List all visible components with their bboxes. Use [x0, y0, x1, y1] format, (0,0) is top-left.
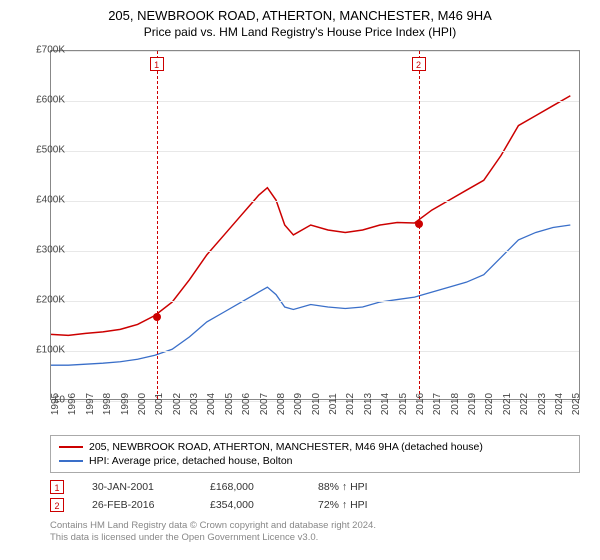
gridline [51, 351, 579, 352]
x-axis-label: 2003 [189, 393, 200, 415]
x-axis-label: 1995 [50, 393, 61, 415]
legend-item: 205, NEWBROOK ROAD, ATHERTON, MANCHESTER… [59, 440, 571, 454]
x-axis-label: 2001 [154, 393, 165, 415]
legend-item: HPI: Average price, detached house, Bolt… [59, 454, 571, 468]
x-axis-label: 1998 [102, 393, 113, 415]
x-axis-label: 2013 [363, 393, 374, 415]
x-axis-label: 2024 [554, 393, 565, 415]
y-axis-label: £200K [36, 295, 65, 306]
footer-line-1: Contains HM Land Registry data © Crown c… [50, 520, 376, 532]
y-axis-label: £300K [36, 245, 65, 256]
footer-line-2: This data is licensed under the Open Gov… [50, 532, 376, 544]
y-axis-label: £500K [36, 145, 65, 156]
chart-svg [51, 51, 579, 399]
page-subtitle: Price paid vs. HM Land Registry's House … [0, 23, 600, 39]
legend-swatch [59, 446, 83, 448]
sale-row: 1 30-JAN-2001 £168,000 88% ↑ HPI [50, 478, 408, 496]
sale-row: 2 26-FEB-2016 £354,000 72% ↑ HPI [50, 496, 408, 514]
x-axis-label: 2025 [571, 393, 582, 415]
sale-row-pct: 88% ↑ HPI [318, 481, 408, 493]
y-axis-label: £600K [36, 95, 65, 106]
y-axis-label: £700K [36, 45, 65, 56]
series-line-price_paid [51, 96, 570, 336]
y-axis-label: £400K [36, 195, 65, 206]
sale-row-date: 30-JAN-2001 [92, 481, 182, 493]
x-axis-label: 1999 [120, 393, 131, 415]
x-axis-label: 2007 [259, 393, 270, 415]
sale-row-badge: 2 [50, 498, 64, 512]
x-axis-label: 2009 [293, 393, 304, 415]
sale-marker-dot [153, 313, 161, 321]
sale-marker-dot [415, 220, 423, 228]
x-axis-label: 2002 [172, 393, 183, 415]
sale-marker-line [157, 51, 158, 399]
x-axis-label: 2022 [519, 393, 530, 415]
sale-row-date: 26-FEB-2016 [92, 499, 182, 511]
gridline [51, 201, 579, 202]
gridline [51, 151, 579, 152]
x-axis-label: 2020 [484, 393, 495, 415]
x-axis-label: 2015 [398, 393, 409, 415]
gridline [51, 51, 579, 52]
gridline [51, 301, 579, 302]
sale-row-price: £354,000 [210, 499, 290, 511]
x-axis-label: 2004 [206, 393, 217, 415]
x-axis-label: 2008 [276, 393, 287, 415]
y-axis-label: £100K [36, 345, 65, 356]
page-title: 205, NEWBROOK ROAD, ATHERTON, MANCHESTER… [0, 0, 600, 23]
x-axis-label: 2018 [450, 393, 461, 415]
x-axis-label: 2019 [467, 393, 478, 415]
series-line-hpi [51, 225, 570, 365]
x-axis-label: 1996 [67, 393, 78, 415]
x-axis-label: 2023 [537, 393, 548, 415]
x-axis-label: 2021 [502, 393, 513, 415]
x-axis-label: 2000 [137, 393, 148, 415]
chart-container: 205, NEWBROOK ROAD, ATHERTON, MANCHESTER… [0, 0, 600, 560]
x-axis-label: 2017 [432, 393, 443, 415]
legend-box: 205, NEWBROOK ROAD, ATHERTON, MANCHESTER… [50, 435, 580, 473]
chart-plot-area: 12 [50, 50, 580, 400]
sale-row-pct: 72% ↑ HPI [318, 499, 408, 511]
sale-row-price: £168,000 [210, 481, 290, 493]
x-axis-label: 2006 [241, 393, 252, 415]
x-axis-label: 2010 [311, 393, 322, 415]
x-axis-label: 2011 [328, 393, 339, 415]
gridline [51, 101, 579, 102]
x-axis-label: 2005 [224, 393, 235, 415]
sale-marker-badge: 1 [150, 57, 164, 71]
gridline [51, 251, 579, 252]
sales-table: 1 30-JAN-2001 £168,000 88% ↑ HPI 2 26-FEB-201… [50, 478, 408, 514]
sale-marker-badge: 2 [412, 57, 426, 71]
legend-label: HPI: Average price, detached house, Bolt… [89, 455, 293, 467]
x-axis-label: 2016 [415, 393, 426, 415]
legend-label: 205, NEWBROOK ROAD, ATHERTON, MANCHESTER… [89, 441, 483, 453]
x-axis-label: 2012 [345, 393, 356, 415]
x-axis-label: 2014 [380, 393, 391, 415]
sale-row-badge: 1 [50, 480, 64, 494]
legend-swatch [59, 460, 83, 462]
footer-attribution: Contains HM Land Registry data © Crown c… [50, 520, 376, 545]
x-axis-label: 1997 [85, 393, 96, 415]
